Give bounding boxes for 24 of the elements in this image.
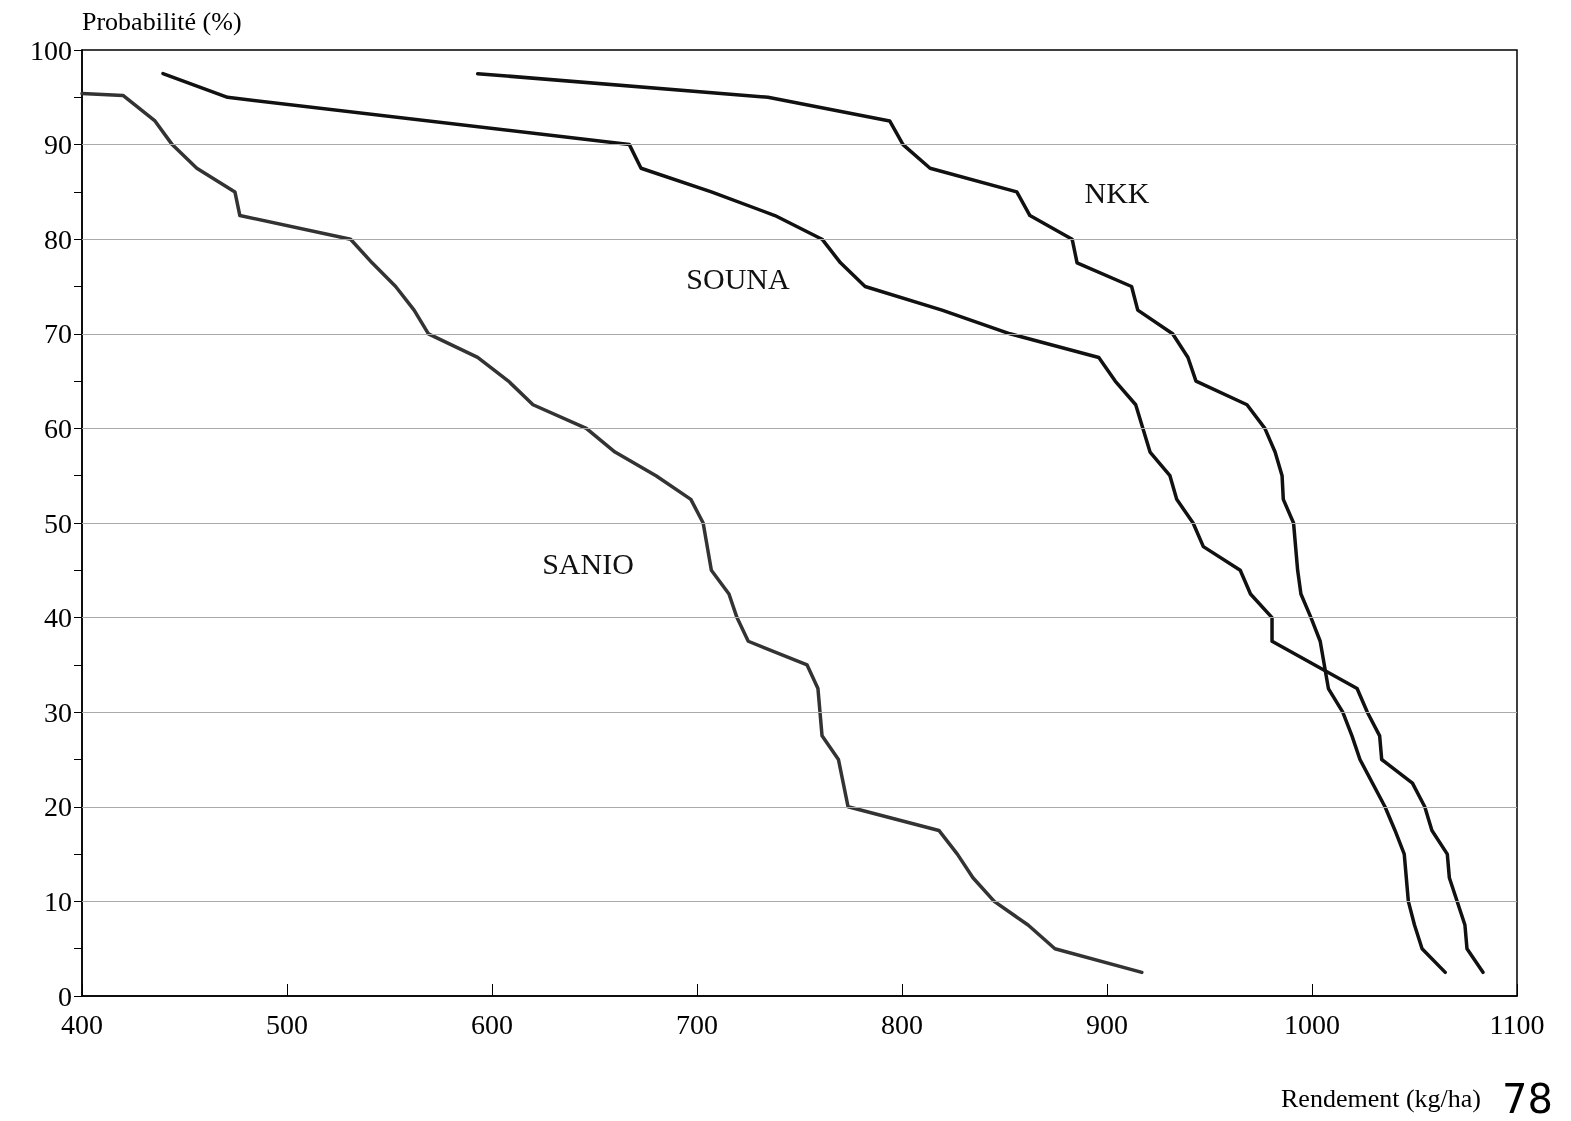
- y-tick-label: 100: [30, 34, 72, 66]
- y-tick-label: 80: [44, 223, 72, 255]
- y-axis-title: Probabilité (%): [82, 6, 242, 36]
- x-tick-label: 800: [881, 1008, 923, 1040]
- y-tick-label: 10: [44, 885, 72, 917]
- x-axis-title: Rendement (kg/ha): [1281, 1083, 1482, 1113]
- x-tick-label: 500: [266, 1008, 308, 1040]
- text: 78: [1502, 1076, 1554, 1121]
- y-tick-label: 20: [44, 791, 72, 823]
- y-tick-label: 90: [44, 129, 72, 161]
- series-label: NKK: [1084, 175, 1150, 209]
- y-tick-label: 70: [44, 318, 72, 350]
- line-series: [161, 71, 1485, 975]
- x-tick-label: 1000: [1284, 1008, 1340, 1040]
- text: SANIO: [542, 546, 634, 580]
- series-label: SOUNA: [686, 261, 790, 295]
- y-tick-label: 50: [44, 507, 72, 539]
- y-tick-label: 60: [44, 412, 72, 444]
- x-tick-label: 1100: [1489, 1008, 1545, 1040]
- y-tick-label: 30: [44, 696, 72, 728]
- x-tick-label: 900: [1086, 1008, 1128, 1040]
- x-tick-label: 700: [676, 1008, 718, 1040]
- x-tick-label: 600: [471, 1008, 513, 1040]
- y-tick-label: 40: [44, 602, 72, 634]
